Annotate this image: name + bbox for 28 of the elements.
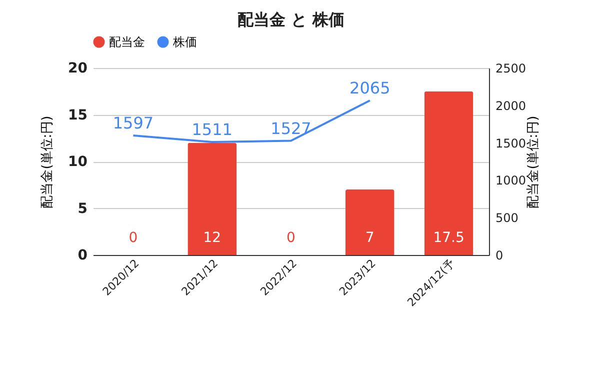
data-label: 1527	[270, 118, 312, 138]
y-tick-label: 5	[78, 200, 88, 217]
y2-tick-label: 500	[496, 211, 518, 226]
y-tick-label: 10	[68, 154, 88, 170]
y2-tick-label: 1500	[496, 136, 526, 150]
data-label: 1511	[192, 120, 232, 139]
y-tick-label: 0	[78, 248, 88, 264]
data-label: 12	[203, 230, 222, 246]
y2-tick-label: 2500	[496, 62, 526, 76]
y-tick-label: 15	[68, 107, 88, 124]
data-label: 0	[286, 230, 296, 246]
data-label: 1597	[112, 114, 154, 133]
bar	[188, 142, 237, 255]
y2-tick-label: 1000	[496, 174, 526, 188]
y2-tick-label: 0	[496, 248, 504, 262]
legend-label: 配当金	[109, 35, 145, 49]
y-axis-title: 配当金(単位:円)	[40, 116, 56, 208]
data-label: 17.5	[433, 230, 464, 246]
data-label: 7	[365, 230, 374, 246]
chart-title: 配当金 と 株価	[237, 10, 345, 29]
y2-tick-label: 2000	[496, 98, 526, 113]
bar	[424, 91, 474, 255]
legend-label: 株価	[172, 35, 197, 49]
data-label: 0	[128, 230, 138, 246]
data-label: 2065	[350, 78, 390, 98]
bar	[345, 190, 394, 255]
y2-axis-title: 配当金(単位:円)	[526, 116, 542, 208]
y-tick-label: 20	[68, 60, 88, 76]
